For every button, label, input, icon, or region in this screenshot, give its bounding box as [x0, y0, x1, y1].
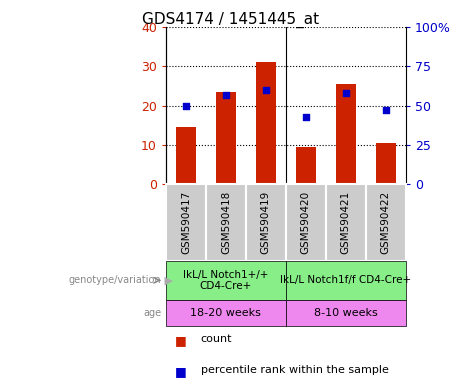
Bar — [256, 62, 276, 184]
Text: 8-10 weeks: 8-10 weeks — [314, 308, 378, 318]
Text: GSM590419: GSM590419 — [261, 191, 271, 254]
Text: ■: ■ — [175, 334, 191, 347]
Bar — [176, 127, 196, 184]
Bar — [326, 184, 366, 261]
Text: GSM590422: GSM590422 — [381, 191, 391, 254]
Bar — [336, 84, 356, 184]
Text: percentile rank within the sample: percentile rank within the sample — [201, 365, 389, 375]
Bar — [216, 92, 236, 184]
Bar — [166, 261, 286, 300]
Point — [222, 91, 230, 98]
Point — [382, 107, 390, 113]
Bar — [296, 147, 316, 184]
Bar — [166, 300, 286, 326]
Text: IkL/L Notch1+/+
CD4-Cre+: IkL/L Notch1+/+ CD4-Cre+ — [183, 270, 269, 291]
Point — [262, 87, 270, 93]
Text: count: count — [201, 334, 232, 344]
Bar — [206, 184, 246, 261]
Text: ■: ■ — [175, 365, 191, 378]
Text: GDS4174 / 1451445_at: GDS4174 / 1451445_at — [142, 12, 319, 28]
Text: age: age — [143, 308, 161, 318]
Bar — [286, 300, 406, 326]
Bar — [286, 261, 406, 300]
Bar — [246, 184, 286, 261]
Text: genotype/variation: genotype/variation — [69, 275, 161, 285]
Text: GSM590417: GSM590417 — [181, 191, 191, 254]
Text: GSM590418: GSM590418 — [221, 191, 231, 254]
Point — [342, 90, 349, 96]
Text: IkL/L Notch1f/f CD4-Cre+: IkL/L Notch1f/f CD4-Cre+ — [280, 275, 411, 285]
Text: 18-20 weeks: 18-20 weeks — [190, 308, 261, 318]
Point — [182, 103, 189, 109]
Bar — [366, 184, 406, 261]
Text: GSM590421: GSM590421 — [341, 191, 351, 254]
Text: ▶: ▶ — [161, 275, 173, 285]
Bar — [286, 184, 326, 261]
Bar — [166, 184, 206, 261]
Point — [302, 114, 309, 120]
Text: GSM590420: GSM590420 — [301, 191, 311, 254]
Bar — [376, 143, 396, 184]
